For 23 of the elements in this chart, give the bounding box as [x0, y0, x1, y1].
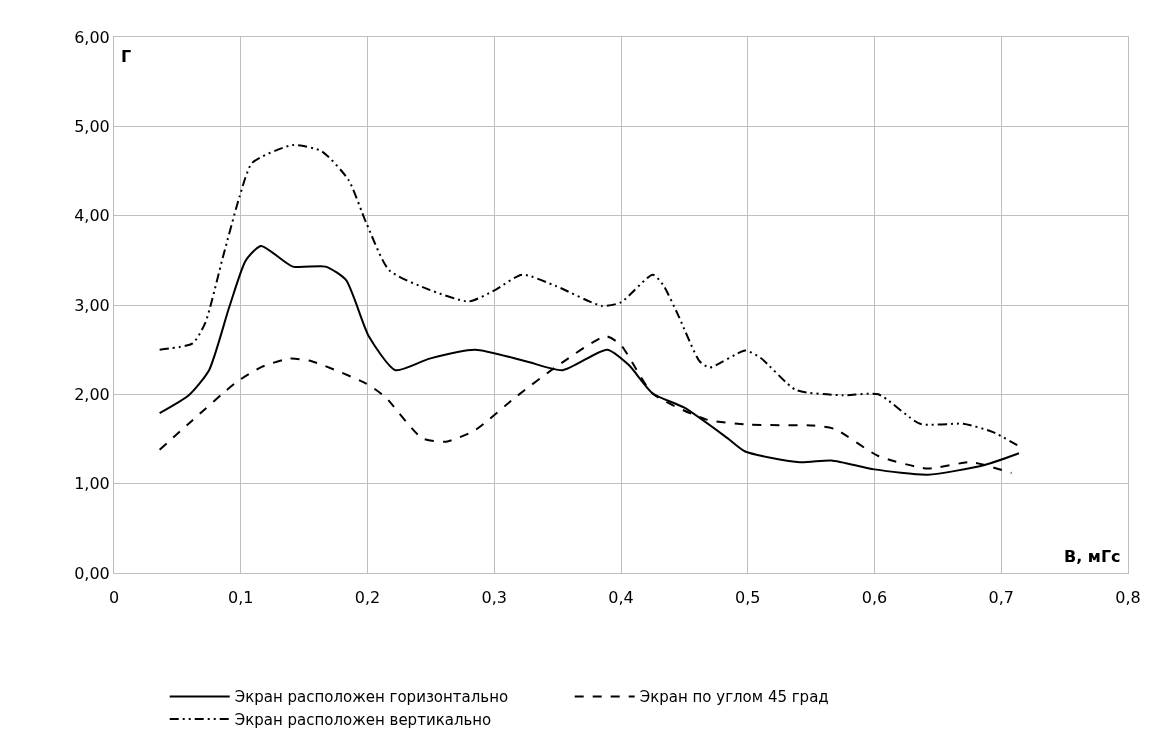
line-series [158, 245, 1020, 476]
y-tick-label: 6,00 [74, 27, 110, 47]
legend-label: Экран расположен вертикально [234, 710, 492, 729]
y-tick-label: 1,00 [74, 474, 110, 494]
y-tick-label: 3,00 [74, 295, 110, 315]
legend-label: Экран расположен горизонтально [234, 688, 509, 707]
x-tick-label: 0,5 [735, 588, 761, 608]
y-tick-label: 5,00 [74, 116, 110, 136]
x-tick-label: 0,2 [354, 588, 381, 608]
x-tick-label: 0,7 [988, 588, 1014, 608]
x-tick-label: 0,6 [861, 588, 888, 608]
y-tick-label: 2,00 [74, 384, 110, 404]
x-tick-label: 0,8 [1115, 588, 1141, 608]
line-series [158, 144, 1020, 448]
x-tick-label: 0,3 [481, 588, 507, 608]
x-tick-label: 0,1 [228, 588, 254, 608]
legend-label: Экран по углом 45 град [639, 688, 829, 707]
y-tick-label: 0,00 [74, 563, 110, 583]
x-tick-label: 0,4 [608, 588, 634, 608]
x-tick-label: 0 [108, 588, 120, 608]
x-axis-title: В, мГс [1064, 547, 1121, 566]
y-axis-title: Г [121, 47, 132, 66]
y-tick-label: 4,00 [74, 206, 110, 226]
